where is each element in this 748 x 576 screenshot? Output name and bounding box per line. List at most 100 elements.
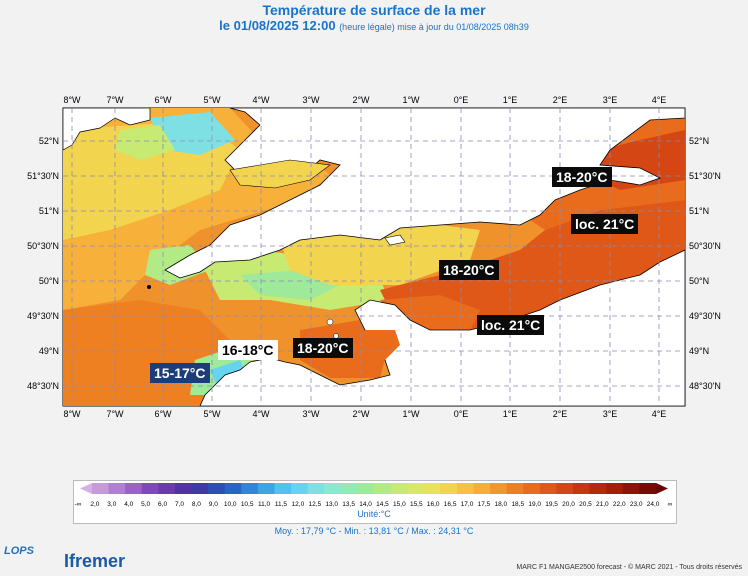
colorbar-swatch — [108, 483, 126, 494]
colorbar-tick-label: 5,0 — [141, 501, 150, 508]
lon-tick-label: 4°E — [652, 409, 667, 419]
lat-tick-label: 50°N — [689, 276, 709, 286]
annotation-label: loc. 21°C — [477, 315, 545, 335]
map-title: Température de surface de la mer — [262, 2, 486, 18]
colorbar-swatch — [407, 483, 425, 494]
colorbar-swatch — [556, 483, 574, 494]
lat-tick-label: 49°N — [689, 346, 709, 356]
colorbar-swatch — [506, 483, 524, 494]
colorbar-tick-label: 18,5 — [511, 501, 524, 508]
colorbar-swatch — [573, 483, 591, 494]
lat-tick-label: 51°N — [39, 206, 59, 216]
colorbar-swatch — [92, 483, 110, 494]
colorbar-tick-label: ∞ — [668, 501, 673, 508]
forecast-datetime: le 01/08/2025 12:00 — [219, 18, 336, 33]
colorbar-swatch — [257, 483, 275, 494]
colorbar-tick-label: 16,0 — [427, 501, 440, 508]
update-note: (heure légale) mise à jour du 01/08/2025… — [339, 22, 529, 32]
annotation-label: 18-20°C — [552, 167, 612, 187]
lat-tick-label: 52°N — [39, 136, 59, 146]
lat-tick-label: 50°N — [39, 276, 59, 286]
lon-tick-label: 7°W — [106, 95, 124, 105]
colorbar-unit: Unité:°C — [357, 509, 391, 519]
colorbar-tick-label: 4,0 — [124, 501, 133, 508]
annotation-label: 16-18°C — [218, 340, 278, 360]
colorbar-tick-label: -∞ — [75, 501, 82, 508]
colorbar-tick-label: 21,0 — [596, 501, 609, 508]
colorbar-swatch — [208, 483, 226, 494]
lon-tick-label: 2°W — [352, 409, 370, 419]
lon-tick-label: 3°W — [302, 409, 320, 419]
ifremer-logo: Ifremer — [64, 551, 126, 571]
colorbar-tick-label: 19,5 — [545, 501, 558, 508]
colorbar-tick-label: 22,0 — [613, 501, 626, 508]
colorbar-swatch — [473, 483, 491, 494]
lon-tick-label: 5°W — [203, 409, 221, 419]
colorbar-tick-label: 8,0 — [192, 501, 201, 508]
colorbar-tick-label: 6,0 — [158, 501, 167, 508]
colorbar-swatch — [340, 483, 358, 494]
colorbar-swatch — [357, 483, 375, 494]
lon-tick-label: 1°W — [402, 95, 420, 105]
colorbar-tick-label: 11,5 — [275, 501, 288, 508]
colorbar-tick-label: 20,5 — [579, 501, 592, 508]
lon-tick-label: 3°E — [603, 95, 618, 105]
colorbar-tick-label: 10,5 — [241, 501, 254, 508]
lat-tick-label: 51°N — [689, 206, 709, 216]
colorbar-tick-label: 15,5 — [410, 501, 423, 508]
lon-tick-label: 5°W — [203, 95, 221, 105]
lops-logo: LOPS — [4, 545, 34, 557]
annotation-label: 18-20°C — [293, 338, 353, 358]
lat-tick-label: 48°30'N — [27, 381, 59, 391]
lon-tick-label: 1°E — [503, 95, 518, 105]
colorbar-tick-label: 24,0 — [647, 501, 660, 508]
colorbar-tick-label: 14,5 — [376, 501, 389, 508]
lon-tick-label: 0°E — [454, 409, 469, 419]
lat-tick-label: 52°N — [689, 136, 709, 146]
lon-tick-label: 3°W — [302, 95, 320, 105]
colorbar-tick-label: 18,0 — [495, 501, 508, 508]
colorbar-tick-label: 10,0 — [224, 501, 237, 508]
colorbar-tick-label: 17,0 — [461, 501, 474, 508]
annotation-label: 15-17°C — [150, 363, 210, 383]
colorbar-min-arrow — [80, 483, 92, 494]
sea-temperature-field — [63, 108, 685, 406]
colorbar-swatch — [456, 483, 475, 494]
lat-tick-label: 51°30'N — [689, 171, 721, 181]
axis-labels: 8°W 7°W 6°W 5°W 4°W 3°W 2°W 1°W 0°E 1°E 2°E 3°E 4°E 8… — [27, 95, 721, 419]
map-subtitle: le 01/08/2025 12:00 (heure légale) mise … — [0, 18, 748, 33]
colorbar-swatch — [606, 483, 624, 494]
colorbar-swatch — [589, 483, 607, 494]
colorbar-tick-label: 9,0 — [209, 501, 218, 508]
colorbar-swatch — [158, 483, 176, 494]
colorbar-swatch — [191, 483, 209, 494]
colorbar-tick-label: 12,5 — [308, 501, 321, 508]
colorbar-swatch — [539, 483, 557, 494]
colorbar-tick-label: 16,5 — [444, 501, 457, 508]
colorbar-swatch — [440, 483, 458, 494]
lat-tick-label: 49°30'N — [689, 311, 721, 321]
colorbar-swatch — [639, 483, 657, 494]
lon-tick-label: 0°E — [454, 95, 469, 105]
colorbar-swatch — [224, 483, 242, 494]
lon-tick-label: 7°W — [106, 409, 124, 419]
colorbar-tick-label: 2,0 — [90, 501, 99, 508]
lat-tick-label: 50°30'N — [27, 241, 59, 251]
lon-tick-label: 8°W — [63, 409, 81, 419]
lon-tick-label: 3°E — [603, 409, 618, 419]
colorbar-swatch — [291, 483, 309, 494]
annotation-label: 18-20°C — [439, 260, 499, 280]
lat-tick-label: 48°30'N — [689, 381, 721, 391]
colorbar-tick-label: 23,0 — [630, 501, 643, 508]
colorbar-tick-label: 12,0 — [292, 501, 305, 508]
lat-tick-label: 51°30'N — [27, 171, 59, 181]
colorbar-tick-label: 7,0 — [175, 501, 184, 508]
colorbar-tick-label: 13,5 — [342, 501, 355, 508]
colorbar-swatch — [125, 483, 143, 494]
colorbar-max-arrow — [656, 483, 668, 494]
colorbar-tick-label: 19,0 — [528, 501, 541, 508]
colorbar-swatch — [622, 483, 640, 494]
colorbar-swatch — [523, 483, 541, 494]
colorbar-tick-label: 3,0 — [107, 501, 116, 508]
